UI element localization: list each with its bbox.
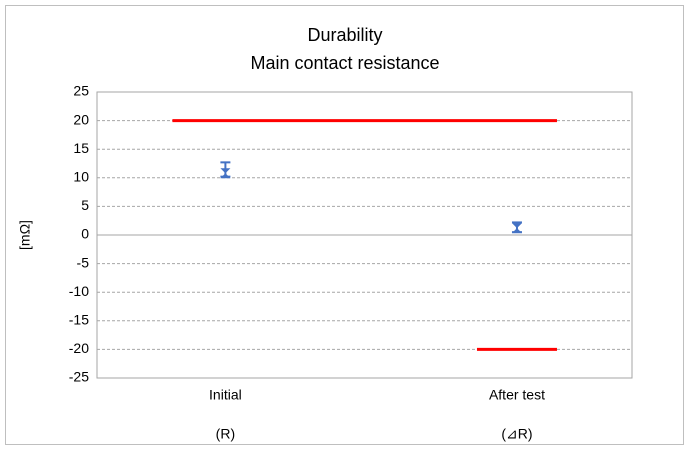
y-tick-label: 10 bbox=[73, 169, 89, 185]
x-tick-label: After test bbox=[489, 387, 545, 403]
y-tick-label: -20 bbox=[69, 340, 89, 356]
chart-frame bbox=[5, 5, 684, 445]
y-tick-label: 15 bbox=[73, 140, 89, 156]
x-sub-label: (⊿R) bbox=[501, 426, 532, 442]
y-tick-label: 20 bbox=[73, 111, 89, 127]
x-tick-label: Initial bbox=[209, 387, 242, 403]
chart-title: Durability bbox=[307, 25, 382, 45]
point bbox=[220, 168, 231, 179]
x-sub-label: (R) bbox=[216, 426, 235, 442]
plot-area bbox=[96, 91, 633, 379]
y-tick-label: 5 bbox=[81, 197, 89, 213]
y-tick-label: -15 bbox=[69, 312, 89, 328]
y-axis-label: [mΩ] bbox=[17, 220, 33, 250]
y-tick-label: 0 bbox=[81, 226, 89, 242]
y-tick-label: -25 bbox=[69, 369, 89, 385]
y-tick-label: 25 bbox=[73, 83, 89, 99]
chart-subtitle: Main contact resistance bbox=[250, 53, 439, 73]
y-tick-label: -10 bbox=[69, 283, 89, 299]
y-tick-label: -5 bbox=[77, 254, 90, 270]
point bbox=[511, 223, 522, 234]
